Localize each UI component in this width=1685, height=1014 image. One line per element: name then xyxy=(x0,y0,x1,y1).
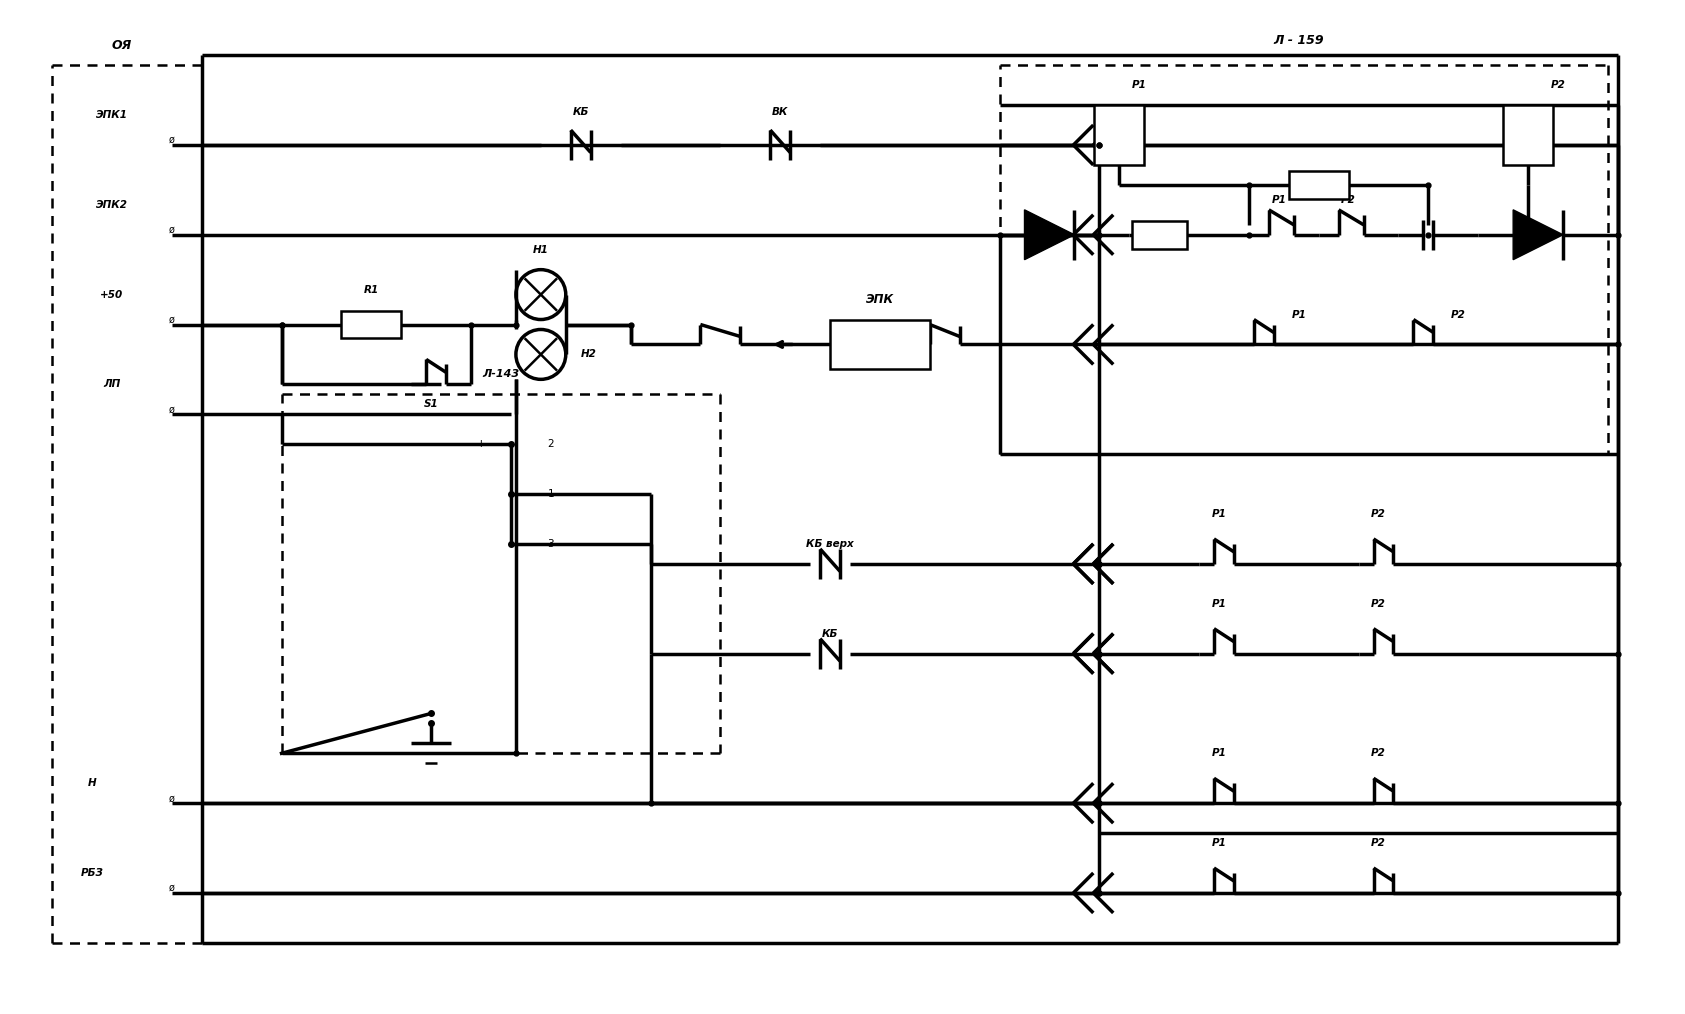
Text: +50: +50 xyxy=(101,290,123,299)
Text: Р2: Р2 xyxy=(1341,195,1356,205)
Text: Р2: Р2 xyxy=(1372,598,1387,608)
Text: S1: S1 xyxy=(423,400,438,410)
Text: Н: Н xyxy=(88,778,96,788)
Text: Р1: Р1 xyxy=(1291,309,1306,319)
Text: 1: 1 xyxy=(548,489,554,499)
Text: Р2: Р2 xyxy=(1372,748,1387,758)
Bar xyxy=(1094,105,1144,165)
Text: КБ верх: КБ верх xyxy=(805,538,854,549)
Text: КБ: КБ xyxy=(573,107,588,117)
Bar xyxy=(1289,171,1348,199)
Text: Р2: Р2 xyxy=(1451,309,1466,319)
Text: 3: 3 xyxy=(548,538,554,549)
Text: +: + xyxy=(477,439,485,449)
Text: ø: ø xyxy=(168,793,175,803)
Text: ø: ø xyxy=(168,225,175,235)
Text: –: – xyxy=(757,338,763,351)
Text: ЭПК: ЭПК xyxy=(866,293,895,306)
Text: Р2: Р2 xyxy=(1550,80,1565,90)
Bar xyxy=(342,310,401,339)
Text: Р1: Р1 xyxy=(1212,839,1227,848)
Text: Р1: Р1 xyxy=(1212,509,1227,519)
Polygon shape xyxy=(1513,210,1564,260)
Text: ø: ø xyxy=(168,405,175,415)
Text: Л-143: Л-143 xyxy=(482,369,519,379)
Text: Р2: Р2 xyxy=(1372,509,1387,519)
Text: ЭПК1: ЭПК1 xyxy=(96,111,128,120)
Text: ВК: ВК xyxy=(772,107,789,117)
Text: Н2: Н2 xyxy=(581,350,596,359)
Bar xyxy=(1132,221,1186,248)
Text: Р1: Р1 xyxy=(1212,748,1227,758)
Text: Н1: Н1 xyxy=(532,244,549,255)
Text: 2: 2 xyxy=(548,439,554,449)
Bar xyxy=(831,319,930,369)
Text: ЭПК2: ЭПК2 xyxy=(96,200,128,210)
Text: Р1: Р1 xyxy=(1272,195,1286,205)
Text: ø: ø xyxy=(168,135,175,145)
Bar xyxy=(1503,105,1554,165)
Text: ОЯ: ОЯ xyxy=(111,39,131,52)
Text: Р1: Р1 xyxy=(1132,80,1146,90)
Text: ø: ø xyxy=(168,883,175,893)
Text: Р1: Р1 xyxy=(1212,598,1227,608)
Text: Р2: Р2 xyxy=(1372,839,1387,848)
Polygon shape xyxy=(1024,210,1075,260)
Text: R1: R1 xyxy=(364,285,379,295)
Text: ЛП: ЛП xyxy=(103,379,121,389)
Text: Л - 159: Л - 159 xyxy=(1274,33,1324,47)
Text: КБ: КБ xyxy=(822,629,837,639)
Text: ø: ø xyxy=(168,314,175,324)
Text: РБЗ: РБЗ xyxy=(81,868,103,878)
